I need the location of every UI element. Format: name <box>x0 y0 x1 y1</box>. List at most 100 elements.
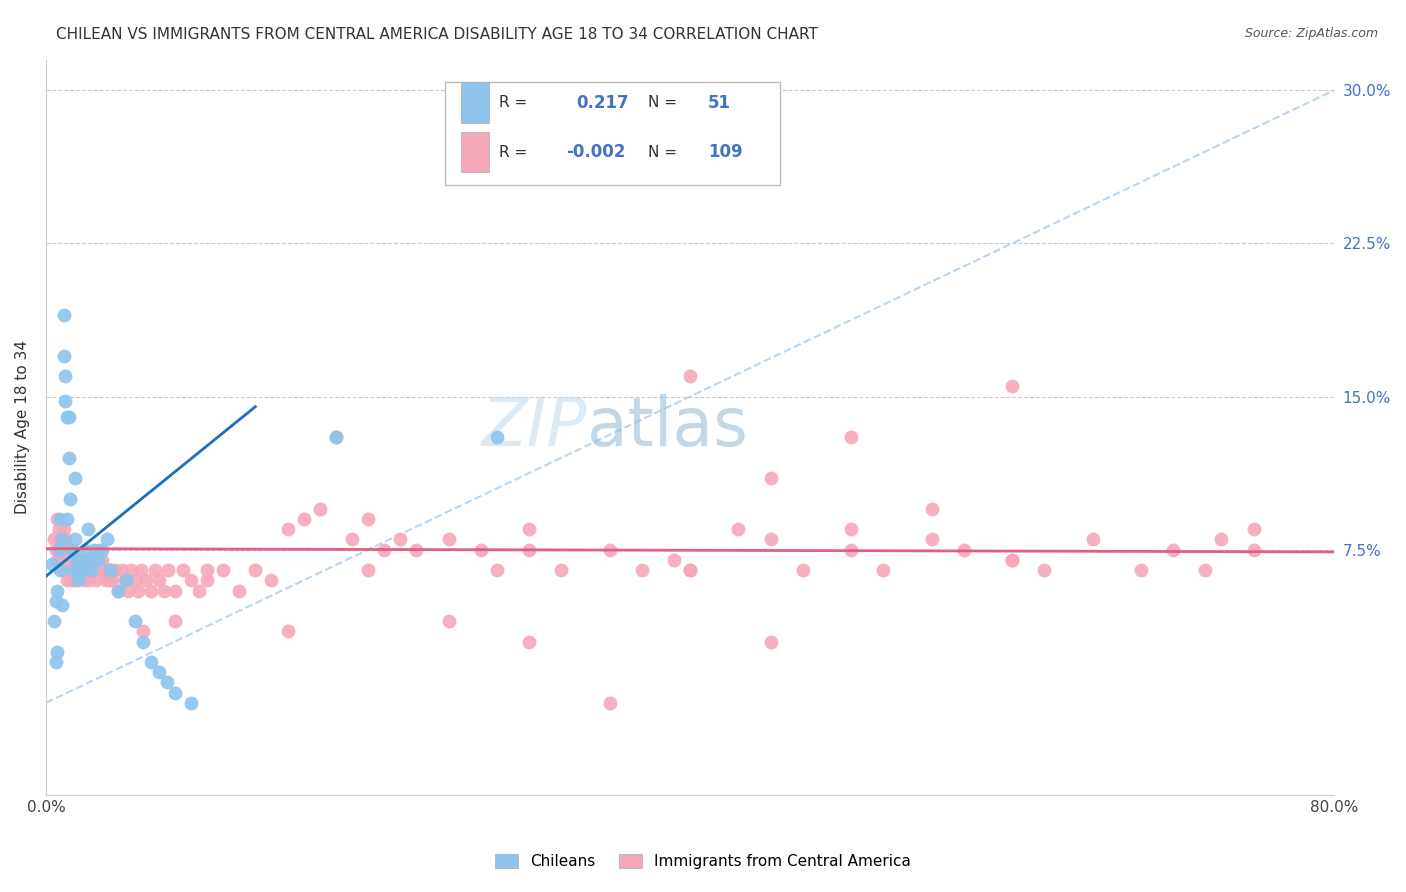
Point <box>51 598 73 612</box>
Point <box>101 574 124 588</box>
Bar <box>461 132 489 172</box>
Point <box>62 563 84 577</box>
Point <box>69 563 91 577</box>
Point <box>59 563 82 577</box>
Point <box>163 614 186 628</box>
Point <box>49 563 72 577</box>
Point <box>276 522 298 536</box>
Point <box>65 553 87 567</box>
Text: 0.217: 0.217 <box>576 94 630 112</box>
Point <box>52 522 75 536</box>
Point <box>325 430 347 444</box>
Bar <box>461 82 489 123</box>
Point <box>124 574 146 588</box>
Point <box>97 574 120 588</box>
Point <box>56 512 79 526</box>
Text: 51: 51 <box>709 94 731 112</box>
Point <box>1001 379 1024 393</box>
Point <box>53 393 76 408</box>
Text: Source: ZipAtlas.com: Source: ZipAtlas.com <box>1244 27 1378 40</box>
FancyBboxPatch shape <box>446 82 780 185</box>
Point <box>70 553 93 567</box>
Point <box>56 409 79 424</box>
Point <box>48 542 70 557</box>
Text: -0.002: -0.002 <box>567 143 626 161</box>
Point <box>662 553 685 567</box>
Point <box>73 574 96 588</box>
Point <box>1243 542 1265 557</box>
Point <box>80 563 103 577</box>
Point <box>72 563 94 577</box>
Point <box>91 553 114 567</box>
Point <box>1081 533 1104 547</box>
Point <box>599 542 621 557</box>
Point <box>921 501 943 516</box>
Point <box>53 369 76 384</box>
Point <box>630 563 652 577</box>
Point <box>839 522 862 536</box>
Point <box>180 574 202 588</box>
Point <box>79 553 101 567</box>
Point <box>1161 542 1184 557</box>
Point <box>792 563 814 577</box>
Point <box>187 583 209 598</box>
Point <box>52 349 75 363</box>
Point <box>75 553 97 567</box>
Point <box>195 563 218 577</box>
Point <box>100 563 122 577</box>
Point <box>100 563 122 577</box>
Point <box>52 553 75 567</box>
Point <box>96 563 118 577</box>
Point <box>485 430 508 444</box>
Point <box>83 563 105 577</box>
Point <box>135 574 157 588</box>
Point <box>91 542 114 557</box>
Point <box>65 563 87 577</box>
Point <box>83 542 105 557</box>
Point <box>1211 533 1233 547</box>
Point <box>485 563 508 577</box>
Point <box>46 512 69 526</box>
Point <box>437 533 460 547</box>
Point <box>357 512 380 526</box>
Point <box>49 533 72 547</box>
Point <box>79 574 101 588</box>
Point <box>56 542 79 557</box>
Point <box>87 542 110 557</box>
Point <box>759 634 782 648</box>
Point <box>115 574 138 588</box>
Point <box>69 563 91 577</box>
Point <box>70 553 93 567</box>
Text: N =: N = <box>648 95 676 110</box>
Point <box>599 696 621 710</box>
Point <box>120 563 142 577</box>
Point <box>75 553 97 567</box>
Point <box>93 563 115 577</box>
Point <box>111 563 134 577</box>
Point <box>63 533 86 547</box>
Point <box>148 665 170 680</box>
Point <box>952 542 974 557</box>
Point <box>51 563 73 577</box>
Text: R =: R = <box>499 145 527 160</box>
Point <box>104 563 127 577</box>
Point <box>87 553 110 567</box>
Text: 109: 109 <box>709 143 742 161</box>
Point <box>276 624 298 639</box>
Point <box>76 563 98 577</box>
Point <box>437 614 460 628</box>
Point <box>292 512 315 526</box>
Point <box>117 583 139 598</box>
Point <box>148 574 170 588</box>
Point <box>139 655 162 669</box>
Point <box>517 522 540 536</box>
Point <box>46 645 69 659</box>
Point <box>42 614 65 628</box>
Point <box>389 533 412 547</box>
Point <box>1001 553 1024 567</box>
Point <box>63 553 86 567</box>
Point <box>228 583 250 598</box>
Point <box>67 574 90 588</box>
Point <box>49 553 72 567</box>
Point <box>157 563 180 577</box>
